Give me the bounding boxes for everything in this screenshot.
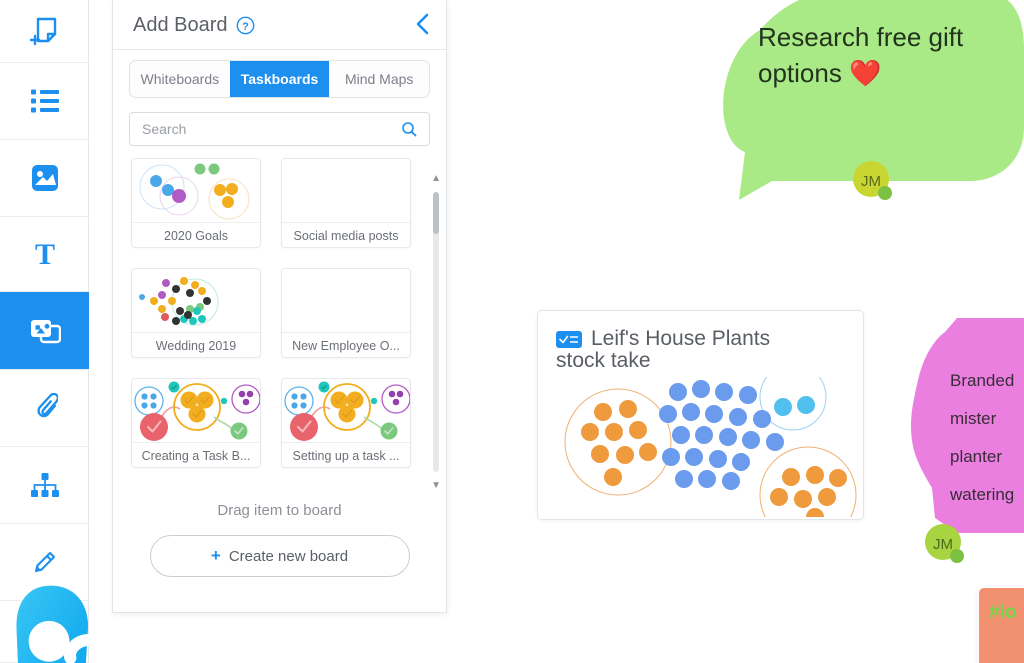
svg-text:Research free gift: Research free gift	[758, 22, 964, 52]
svg-text:Branded: Branded	[950, 371, 1014, 390]
svg-text:options ❤️: options ❤️	[758, 58, 882, 88]
svg-text:JM: JM	[861, 173, 881, 190]
svg-text:watering: watering	[949, 485, 1014, 504]
svg-text:mister: mister	[950, 409, 997, 428]
svg-text:planter: planter	[950, 447, 1002, 466]
svg-text:JM: JM	[933, 536, 953, 553]
